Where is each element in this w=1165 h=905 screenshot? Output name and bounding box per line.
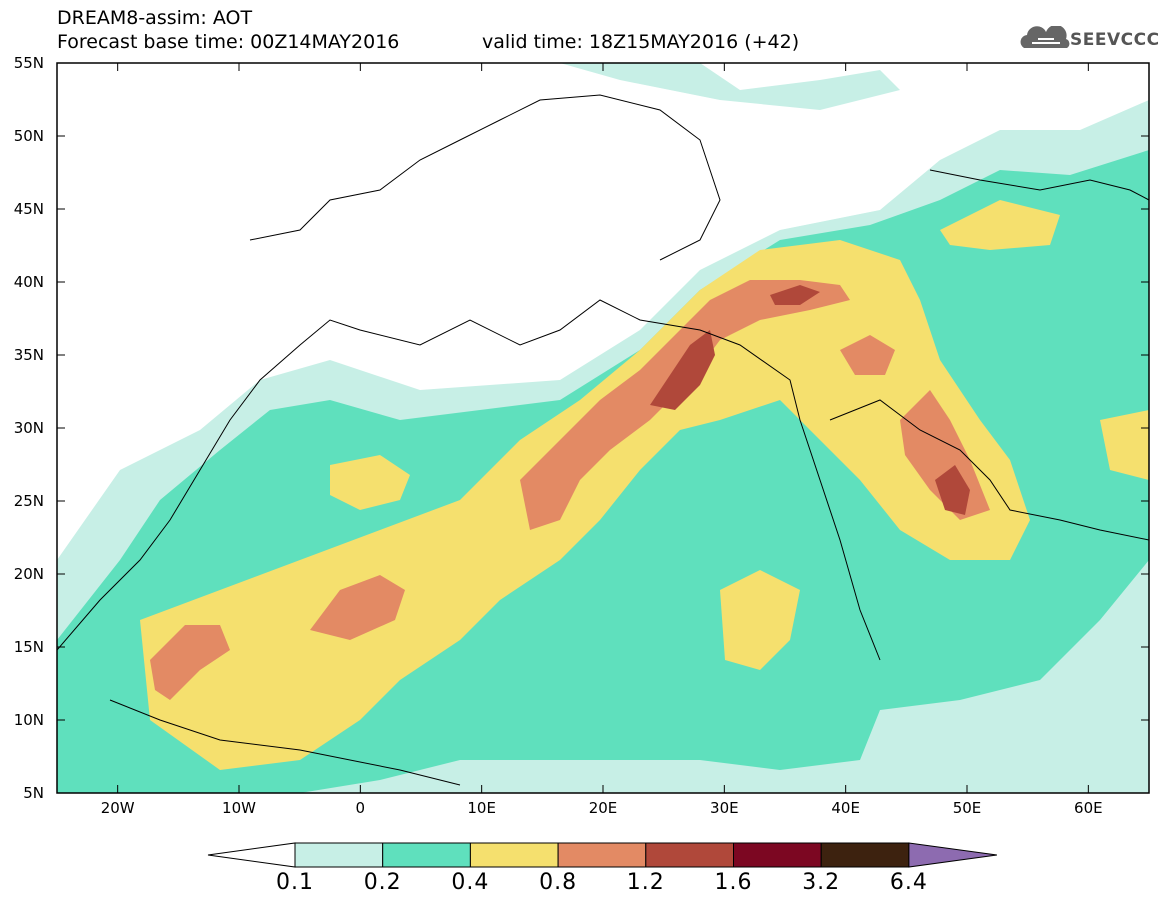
lat-label: 35N	[13, 346, 44, 364]
aot-contour-1.2	[935, 465, 970, 515]
logo-text: SEEVCCC	[1070, 30, 1160, 50]
aot-field	[57, 63, 1149, 793]
lat-label: 10N	[13, 711, 44, 729]
lat-label: 5N	[23, 784, 44, 802]
lon-label: 30E	[710, 799, 739, 817]
aot-contour-0.4	[140, 240, 1030, 770]
lon-label: 10E	[467, 799, 496, 817]
chart-title: DREAM8-assim: AOT	[57, 7, 253, 29]
lon-label: 40E	[831, 799, 860, 817]
lon-label: 10W	[222, 799, 256, 817]
colorbar-segment	[557, 842, 647, 868]
lat-label: 45N	[13, 200, 44, 218]
colorbar-upper-arrow	[908, 842, 997, 868]
aot-contour-0.4	[940, 200, 1060, 250]
aot-contour-0.8	[310, 575, 405, 640]
colorbar-label: 0.2	[363, 870, 402, 895]
aot-contour-0.4	[720, 570, 800, 670]
aot-contour-0.4	[1100, 410, 1149, 480]
lon-label: 0	[355, 799, 366, 817]
colorbar-segment	[294, 842, 384, 868]
lat-label: 50N	[13, 127, 44, 145]
colorbar	[207, 842, 997, 868]
lon-label: 20E	[588, 799, 618, 817]
cloud-logo-icon	[1020, 26, 1070, 48]
aot-contour-1.2	[770, 285, 820, 305]
lon-label: 60E	[1074, 799, 1103, 817]
colorbar-lower-arrow	[207, 842, 296, 868]
aot-contour-0.1	[560, 63, 900, 110]
colorbar-segment	[645, 842, 734, 868]
lat-label: 55N	[13, 54, 44, 72]
forecast-base-time: Forecast base time: 00Z14MAY2016	[57, 31, 400, 53]
colorbar-label: 0.8	[539, 870, 578, 895]
lat-label: 20N	[13, 565, 44, 583]
lat-label: 15N	[13, 638, 44, 656]
aot-contour-0.8	[150, 625, 230, 700]
aot-contour-1.2	[650, 330, 715, 410]
colorbar-label: 1.2	[626, 870, 665, 895]
colorbar-label: 0.1	[276, 870, 314, 895]
aot-contour-0.8	[840, 335, 895, 375]
lat-label: 40N	[13, 273, 44, 291]
lon-label: 20W	[100, 799, 135, 817]
lat-label: 25N	[13, 492, 44, 510]
lat-label: 30N	[13, 419, 44, 437]
colorbar-segment	[469, 842, 559, 868]
colorbar-label: 6.4	[889, 870, 928, 895]
aot-contour-0.8	[520, 280, 850, 530]
colorbar-segment	[733, 842, 822, 868]
colorbar-segment	[382, 842, 471, 868]
colorbar-label: 3.2	[802, 870, 841, 895]
aot-contour-0.4	[330, 455, 410, 510]
colorbar-segment	[820, 842, 910, 868]
colorbar-label: 0.4	[451, 870, 490, 895]
lon-label: 50E	[952, 799, 982, 817]
coastlines	[57, 94, 1149, 786]
colorbar-label: 1.6	[714, 870, 753, 895]
valid-time: valid time: 18Z15MAY2016 (+42)	[482, 31, 800, 53]
